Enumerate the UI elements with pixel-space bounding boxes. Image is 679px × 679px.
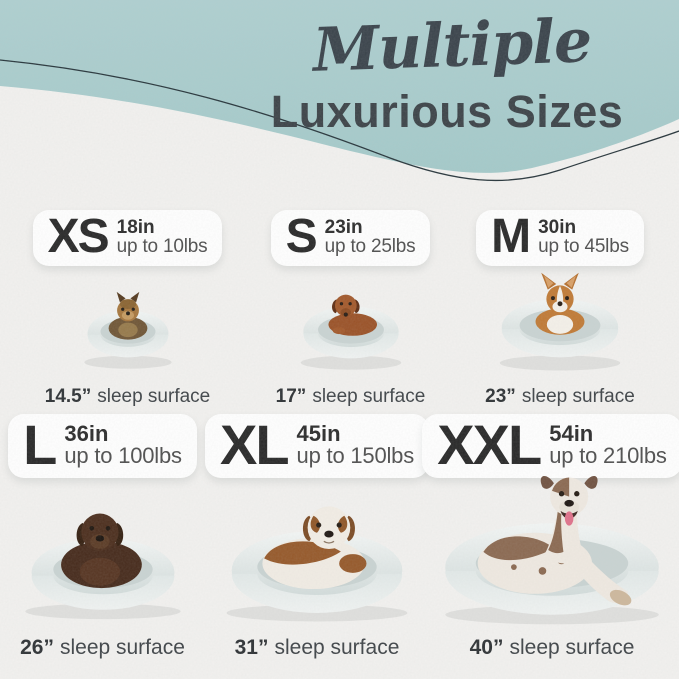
photo-s-bed: [264, 268, 438, 380]
sleep-surface-caption-m: 23” sleep surface: [485, 386, 635, 407]
size-diameter: 18in: [116, 216, 155, 238]
size-badge-l: L 36in up to 100lbs: [8, 414, 197, 478]
size-cell-s: S 23in up to 25lbs: [248, 210, 453, 408]
dog-bed-art-m: [499, 272, 621, 371]
photo-xl-bed: [206, 480, 428, 630]
size-badge-m: M 30in up to 45lbs: [476, 210, 644, 266]
size-badge-xl: XL 45in up to 150lbs: [204, 413, 430, 478]
photo-m-bed: [466, 268, 654, 380]
dog-bed-art-xl: [226, 506, 408, 622]
photo-xxl-bed: [428, 476, 676, 630]
size-letter: L: [23, 413, 57, 476]
photo-l-bed: [2, 480, 204, 630]
size-letter: S: [285, 210, 318, 263]
sleep-surface-caption-l: 26” sleep surface: [20, 636, 185, 659]
header-script-title: Multiple: [311, 6, 593, 86]
header-main-title: Luxurious Sizes: [270, 86, 624, 137]
size-letter: M: [491, 210, 531, 263]
size-cell-xs: XS 18in up to 10lbs: [25, 210, 230, 408]
dog-saint-bernard: [262, 506, 367, 590]
dog-bed-art-xs: [83, 291, 172, 369]
size-letter: XS: [47, 210, 110, 263]
sleep-surface-caption-xs: 14.5” sleep surface: [44, 386, 211, 407]
size-diameter: 23in: [324, 216, 363, 238]
size-weight: up to 100lbs: [64, 443, 182, 468]
size-diameter: 36in: [64, 420, 109, 446]
size-letter: XXL: [437, 413, 542, 476]
size-letter: XL: [219, 413, 290, 476]
dog-bed-art-l: [24, 513, 181, 620]
size-cell-m: M 30in up to 45lbs: [455, 210, 665, 408]
dog-chocolate-labrador: [60, 513, 142, 589]
size-weight: up to 25lbs: [324, 236, 416, 257]
size-cell-l: L 36in up to 100lbs: [0, 414, 205, 660]
size-badge-xs: XS 18in up to 10lbs: [32, 210, 223, 266]
size-weight: up to 45lbs: [538, 236, 629, 257]
sleep-surface-caption-xl: 31” sleep surface: [234, 636, 400, 659]
size-weight: up to 150lbs: [296, 443, 415, 468]
sleep-surface-caption-s: 17” sleep surface: [275, 386, 426, 407]
photo-xs-bed: [47, 268, 209, 380]
size-badge-s: S 23in up to 25lbs: [270, 210, 431, 266]
size-diameter: 54in: [549, 420, 594, 446]
bed-shadow: [83, 355, 172, 369]
sleep-surface-caption-xxl: 40” sleep surface: [469, 636, 635, 659]
size-diameter: 45in: [296, 420, 341, 446]
bed-shadow: [499, 355, 621, 371]
size-diameter: 30in: [538, 216, 577, 238]
dog-bed-art-xxl: [445, 476, 659, 625]
size-cell-xxl: XXL 54in up to 210lbs: [422, 413, 679, 660]
size-cell-xl: XL 45in up to 150lbs: [204, 414, 430, 660]
size-weight: up to 10lbs: [116, 236, 208, 257]
size-weight: up to 210lbs: [549, 443, 667, 468]
dog-bed-art-s: [300, 294, 401, 370]
